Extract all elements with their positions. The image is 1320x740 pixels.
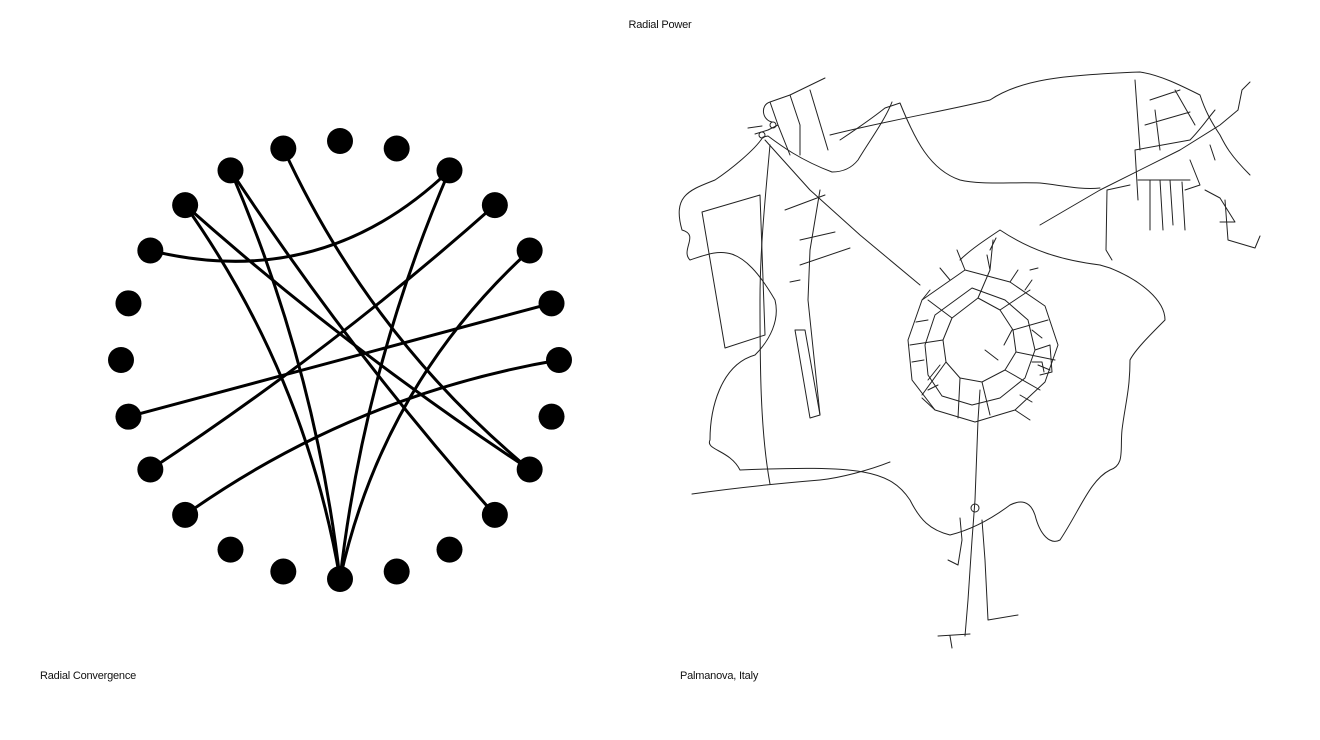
radial-node [383, 558, 410, 585]
west-parcel [701, 194, 766, 349]
radial-node [270, 558, 297, 585]
radial-link [281, 146, 532, 471]
radial-node [538, 290, 565, 317]
west-road-3 [794, 329, 821, 419]
radial-node [115, 403, 142, 430]
road-northwest [764, 139, 921, 286]
radial-convergence-diagram [108, 128, 572, 592]
radial-node [172, 192, 199, 219]
radial-link [183, 203, 342, 581]
radial-node [516, 456, 543, 483]
radial-links [126, 146, 561, 581]
left-caption: Radial Convergence [40, 670, 137, 682]
road-south-east [981, 519, 1019, 621]
radial-node [137, 456, 164, 483]
radial-node [546, 347, 572, 373]
radial-node [516, 237, 543, 264]
radial-node [327, 566, 353, 592]
middle-ring [924, 287, 1036, 406]
star-wall-segment [959, 229, 1101, 266]
radial-node [270, 135, 297, 162]
page-title: Radial Power [628, 19, 692, 31]
radial-node [436, 536, 463, 563]
radial-node [137, 237, 164, 264]
west-road-long [759, 144, 771, 485]
northeast-cluster [1105, 79, 1261, 261]
radial-link [183, 358, 561, 517]
right-caption: Palmanova, Italy [680, 670, 759, 682]
ring-ticks [911, 249, 1051, 403]
radial-node [436, 157, 463, 184]
radial-node [383, 135, 410, 162]
outer-fortification-line [678, 101, 1166, 542]
east-blocks [1031, 344, 1053, 376]
west-road-2 [807, 189, 821, 416]
west-spur [784, 194, 851, 283]
radial-node [327, 128, 353, 154]
north-bastion [839, 102, 1101, 189]
palmanova-street-map [678, 71, 1261, 649]
roundabout-northwest [769, 121, 777, 129]
road-south-end [937, 633, 971, 649]
radial-node [481, 192, 508, 219]
inner-ring [942, 297, 1017, 383]
radial-node [481, 501, 508, 528]
radial-node [217, 536, 244, 563]
outer-road-north [829, 71, 1251, 176]
radial-link [148, 203, 497, 471]
roundabout-south [970, 503, 980, 513]
radial-node [172, 501, 199, 528]
radial-node [108, 347, 134, 373]
road-northeast [1039, 109, 1239, 226]
radial-link [148, 168, 451, 263]
outer-ring [907, 269, 1059, 423]
road-south-west [947, 517, 963, 566]
southwest-road [691, 461, 891, 495]
radial-streets [909, 237, 1056, 421]
radial-link [229, 168, 342, 581]
roundabout-northwest-2 [758, 131, 766, 139]
radial-node [538, 403, 565, 430]
radial-nodes [108, 128, 572, 592]
radial-link [183, 203, 532, 471]
radial-link [229, 168, 497, 517]
radial-node [217, 157, 244, 184]
northwest-cluster [747, 77, 829, 156]
radial-link [126, 301, 554, 419]
road-south [964, 389, 981, 637]
radial-link [338, 168, 451, 581]
radial-node [115, 290, 142, 317]
